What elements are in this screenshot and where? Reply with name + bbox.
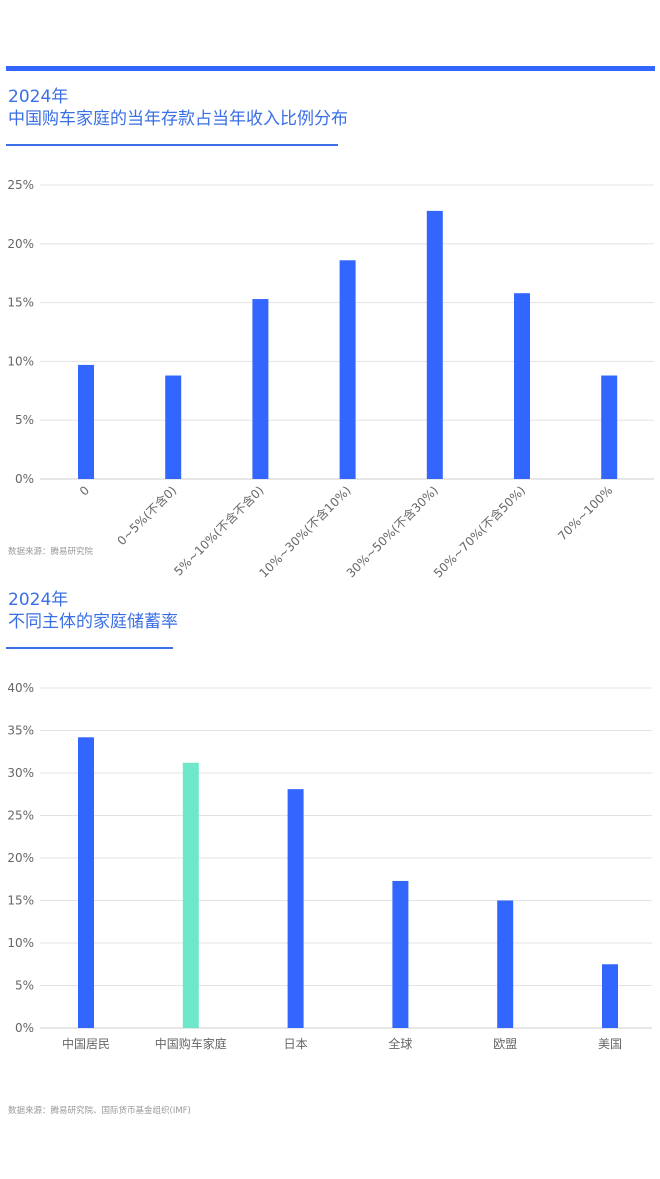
y-tick-label: 40% bbox=[7, 681, 34, 695]
y-tick-label: 15% bbox=[7, 296, 34, 310]
bar bbox=[514, 293, 530, 479]
y-tick-label: 25% bbox=[7, 809, 34, 823]
bar bbox=[287, 789, 304, 1028]
bar bbox=[601, 375, 618, 479]
chart1-year: 2024年 bbox=[8, 87, 69, 107]
x-tick-label: 中国居民 bbox=[62, 1036, 110, 1051]
x-tick-label: 70%~100% bbox=[555, 483, 615, 543]
bar bbox=[602, 964, 618, 1028]
bar bbox=[426, 210, 443, 479]
x-tick-label: 0 bbox=[77, 483, 92, 498]
y-tick-label: 35% bbox=[7, 724, 34, 738]
x-tick-label: 10%~30%(不含10%) bbox=[256, 483, 354, 581]
y-tick-label: 10% bbox=[7, 354, 34, 368]
x-tick-label: 5%~10%(不含不含0) bbox=[171, 483, 267, 579]
chart2-title-underline bbox=[6, 647, 173, 649]
x-tick-label: 全球 bbox=[388, 1036, 412, 1051]
x-tick-label: 欧盟 bbox=[493, 1037, 517, 1051]
x-tick-label: 30%~50%(不含30%) bbox=[343, 483, 441, 581]
x-tick-label: 0~5%(不含0) bbox=[114, 483, 180, 549]
chart1-title-underline bbox=[6, 144, 338, 146]
y-tick-label: 5% bbox=[15, 979, 34, 993]
bar bbox=[78, 737, 94, 1028]
chart2-bar-chart: 0% 5% 10% 15% 20% 25% 30% 35% 40% 中国居民 中国购车家庭 日本 全球 欧… bbox=[7, 681, 652, 1051]
x-tick-label: 50%~70%(不含50%) bbox=[430, 483, 528, 581]
chart1-title: 中国购车家庭的当年存款占当年收入比例分布 bbox=[8, 109, 348, 129]
chart1-title-block: 2024年 中国购车家庭的当年存款占当年收入比例分布 bbox=[8, 86, 348, 130]
y-tick-label: 5% bbox=[15, 413, 34, 427]
y-tick-label: 20% bbox=[7, 851, 34, 865]
chart2-source: 数据来源：腾易研究院、国际货币基金组织(IMF) bbox=[8, 1106, 191, 1116]
bar bbox=[392, 880, 409, 1028]
y-tick-label: 15% bbox=[7, 894, 34, 908]
bar bbox=[78, 364, 94, 479]
chart2-year: 2024年 bbox=[8, 590, 69, 610]
chart1-source: 数据来源：腾易研究院 bbox=[8, 547, 94, 557]
y-tick-label: 30% bbox=[7, 766, 34, 780]
x-tick-label: 美国 bbox=[598, 1037, 622, 1051]
top-accent-bar bbox=[6, 66, 655, 71]
bar bbox=[165, 375, 182, 479]
y-tick-label: 0% bbox=[15, 1021, 34, 1035]
x-tick-label: 中国购车家庭 bbox=[155, 1036, 227, 1051]
chart2-title: 不同主体的家庭储蓄率 bbox=[8, 612, 178, 632]
chart2-title-block: 2024年 不同主体的家庭储蓄率 bbox=[8, 589, 178, 633]
y-tick-label: 25% bbox=[7, 178, 34, 192]
bar bbox=[182, 762, 199, 1028]
bar bbox=[252, 299, 269, 479]
x-tick-label: 日本 bbox=[284, 1037, 308, 1051]
y-tick-label: 0% bbox=[15, 472, 34, 486]
y-tick-label: 20% bbox=[7, 237, 34, 251]
y-tick-label: 10% bbox=[7, 936, 34, 950]
bar bbox=[339, 260, 356, 479]
bar bbox=[497, 900, 514, 1028]
chart1-bar-chart: 0% 5% 10% 15% 20% 25% 0 0~5%(不含0)5%~10%(不含不含0)1… bbox=[7, 178, 654, 580]
